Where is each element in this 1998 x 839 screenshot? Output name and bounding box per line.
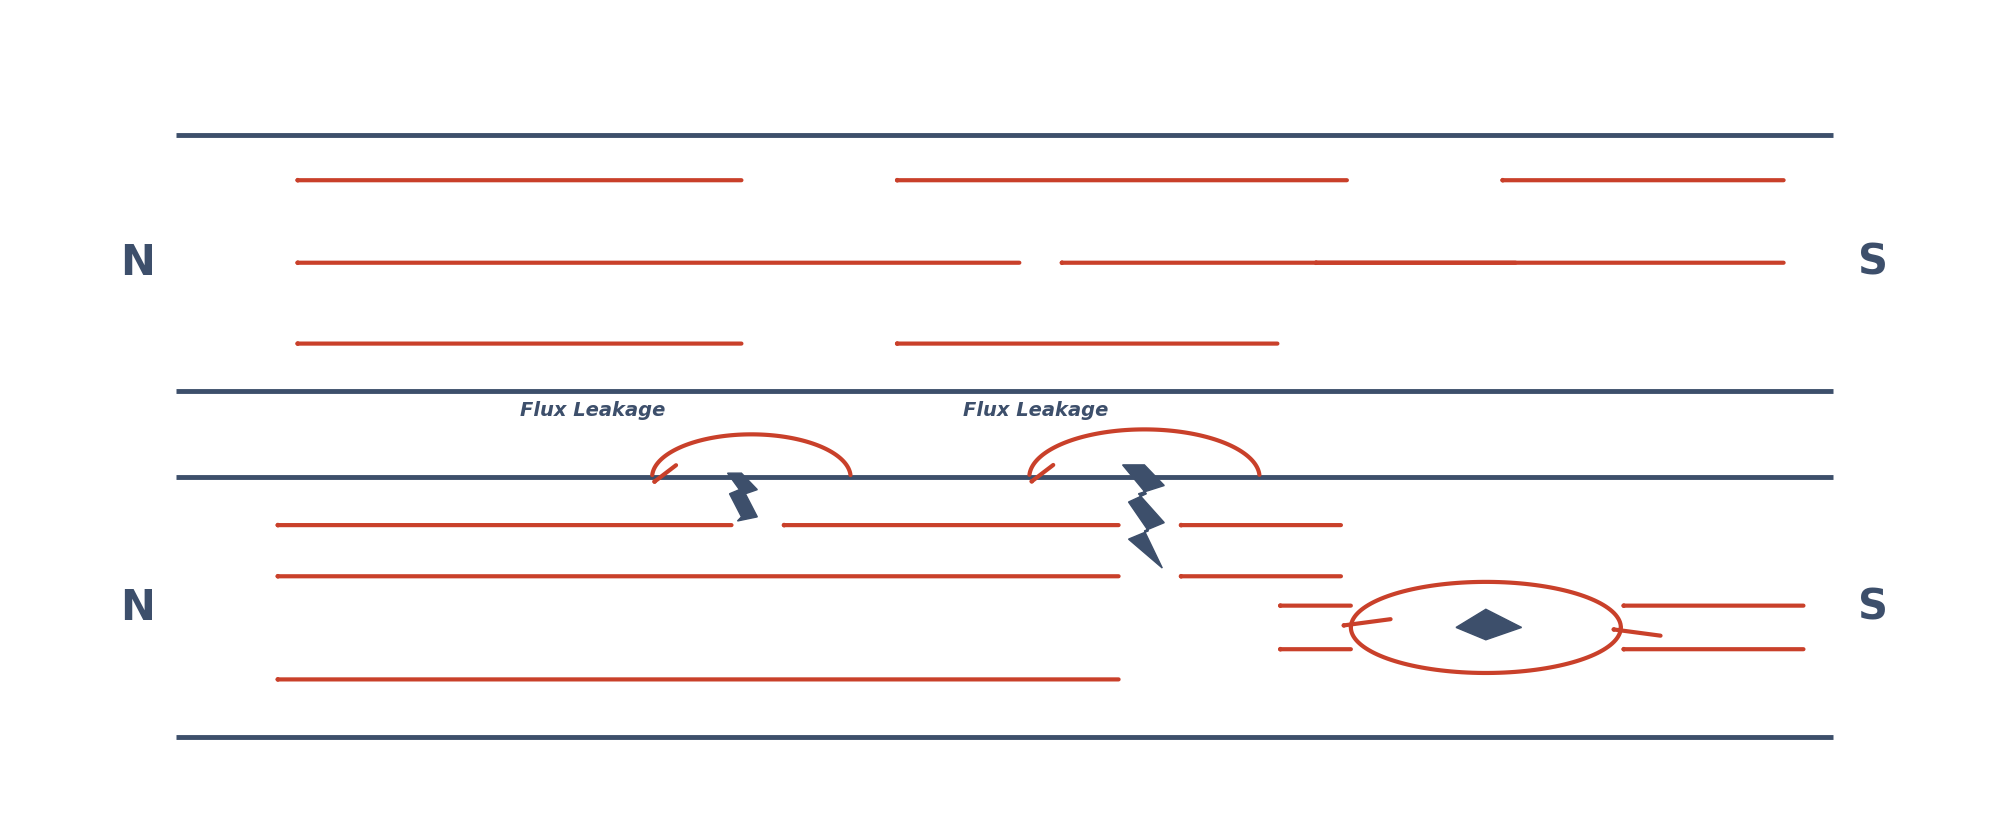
Polygon shape — [727, 473, 757, 521]
Text: Flux Leakage: Flux Leakage — [519, 400, 665, 420]
Text: Flux Leakage: Flux Leakage — [963, 400, 1107, 420]
Text: N: N — [120, 586, 156, 628]
Text: N: N — [120, 242, 156, 284]
Text: S: S — [1856, 242, 1886, 284]
Text: S: S — [1856, 586, 1886, 628]
Polygon shape — [1123, 465, 1163, 568]
Polygon shape — [1455, 609, 1520, 640]
